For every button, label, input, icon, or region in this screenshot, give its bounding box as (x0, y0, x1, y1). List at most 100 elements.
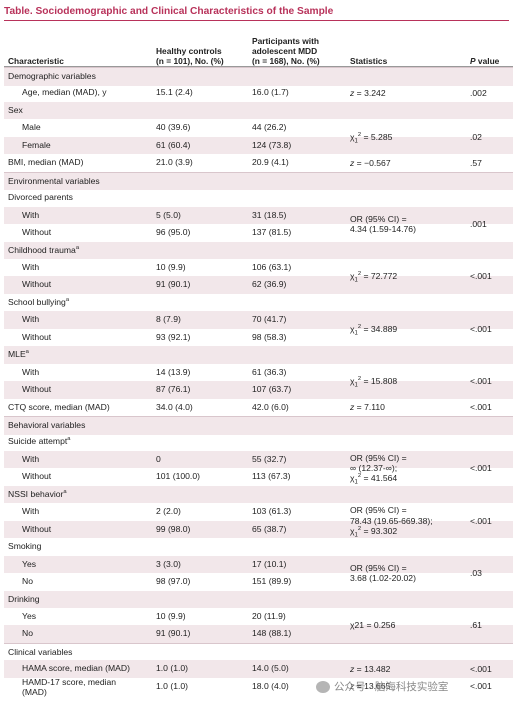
row-label: HAMA score, median (MAD) (22, 663, 130, 674)
table-row: Without 96 (95.0) 137 (81.5) (4, 224, 513, 242)
header-mdd-line2: adolescent MDD (252, 46, 318, 56)
table-row: Suicide attempta (4, 433, 513, 451)
watermark: 公众号 · 脑海科技实验室 (316, 679, 448, 694)
statistic-value: OR (95% CI) = 78.43 (19.65-669.38); χ12 = … (350, 505, 433, 539)
table-row: Divorced parents (4, 189, 513, 207)
row-label: MLEa (8, 349, 29, 360)
healthy-controls-value: 5 (5.0) (156, 209, 181, 220)
table-row: BMI, median (MAD) 21.0 (3.9) 20.9 (4.1) (4, 154, 513, 172)
table-row: HAMA score, median (MAD) 1.0 (1.0) 14.0 (5… (4, 660, 513, 678)
row-label: Without (22, 227, 52, 238)
row-label: Female (22, 139, 51, 150)
table-row: School bullyinga (4, 294, 513, 312)
statistic-value: z = 7.110 (350, 402, 385, 413)
row-label: With (22, 314, 40, 325)
table-row: Drinking (4, 590, 513, 609)
row-label: Male (22, 122, 41, 133)
row-label: Without (22, 331, 52, 342)
mdd-value: 124 (73.8) (252, 139, 292, 150)
section-row: Demographic variables (4, 67, 513, 86)
header-characteristic: Characteristic (8, 56, 64, 66)
statistic-value: χ21 = 0.256 (350, 620, 396, 631)
p-value: <.001 (470, 271, 492, 282)
statistic-value: z = 13.665 (350, 681, 391, 692)
statistic-value: OR (95% CI) = 4.34 (1.59-14.76) (350, 213, 416, 235)
row-label: Environmental variables (8, 175, 100, 186)
table-row: Without 91 (90.1) 62 (36.9) (4, 276, 513, 294)
table-row: Without 101 (100.0) 113 (67.3) (4, 468, 513, 486)
p-value: <.001 (470, 323, 492, 334)
table-row: With 2 (2.0) 103 (61.3) (4, 503, 513, 521)
table-row: Yes 3 (3.0) 17 (10.1) (4, 555, 513, 574)
p-value: <.001 (470, 515, 492, 526)
row-label: Without (22, 523, 52, 534)
row-label: Yes (22, 558, 37, 569)
mdd-value: 106 (63.1) (252, 261, 292, 272)
row-label: Divorced parents (8, 192, 73, 203)
healthy-controls-value: 87 (76.1) (156, 384, 191, 395)
table-row: Without 93 (92.1) 98 (58.3) (4, 329, 513, 347)
header-mdd-line3: (n = 168), No. (%) (252, 56, 320, 66)
mdd-value: 61 (36.3) (252, 366, 287, 377)
row-label: Without (22, 279, 52, 290)
p-value: .002 (470, 88, 487, 99)
healthy-controls-value: 61 (60.4) (156, 139, 191, 150)
p-value: <.001 (470, 376, 492, 387)
mdd-value: 16.0 (1.7) (252, 87, 289, 98)
p-value: <.001 (470, 402, 492, 413)
mdd-value: 107 (63.7) (252, 384, 292, 395)
mdd-value: 98 (58.3) (252, 331, 287, 342)
healthy-controls-value: 1.0 (1.0) (156, 663, 189, 674)
mdd-value: 62 (36.9) (252, 279, 287, 290)
table-row: Without 87 (76.1) 107 (63.7) (4, 381, 513, 399)
table-row: Without 99 (98.0) 65 (38.7) (4, 520, 513, 539)
mdd-value: 17 (10.1) (252, 558, 287, 569)
mdd-value: 18.0 (4.0) (252, 680, 289, 691)
healthy-controls-value: 96 (95.0) (156, 227, 191, 238)
table-row: Childhood traumaa (4, 241, 513, 260)
p-value: <.001 (470, 463, 492, 474)
row-label: Age, median (MAD), y (22, 87, 107, 98)
table-row: Age, median (MAD), y 15.1 (2.4) 16.0 (1.7) (4, 84, 513, 102)
wechat-icon (316, 680, 330, 693)
statistic-value: OR (95% CI) = ∞ (12.37-∞); χ12 = 41.564 (350, 453, 407, 487)
mdd-value: 20 (11.9) (252, 610, 286, 621)
table-row: NSSI behaviora (4, 485, 513, 504)
row-label: Clinical variables (8, 646, 73, 657)
table-row: No 91 (90.1) 148 (88.1) (4, 625, 513, 643)
row-label: Smoking (8, 541, 42, 552)
table-header: Characteristic Healthy controls (n = 101… (4, 28, 513, 67)
mdd-value: 44 (26.2) (252, 122, 287, 133)
row-label: NSSI behaviora (8, 488, 67, 499)
table-row: Smoking (4, 538, 513, 556)
healthy-controls-value: 93 (92.1) (156, 331, 191, 342)
p-value: .001 (470, 219, 487, 230)
statistic-value: χ12 = 72.772 (350, 271, 398, 285)
table-title: Table. Sociodemographic and Clinical Cha… (4, 6, 509, 21)
healthy-controls-value: 0 (156, 453, 161, 464)
p-value: .03 (470, 568, 482, 579)
table-row: HAMD-17 score, median (MAD) 1.0 (1.0) 18.0 … (4, 677, 513, 697)
row-label: Without (22, 384, 52, 395)
statistic-value: χ12 = 34.889 (350, 323, 398, 337)
healthy-controls-value: 8 (7.9) (156, 314, 181, 325)
table-row: CTQ score, median (MAD) 34.0 (4.0) 42.0 (6… (4, 399, 513, 417)
table-row: Yes 10 (9.9) 20 (11.9) (4, 608, 513, 626)
row-label: School bullyinga (8, 296, 70, 307)
watermark-text: 公众号 · 脑海科技实验室 (334, 681, 449, 693)
header-mdd-line1: Participants with (252, 36, 320, 46)
p-value: .02 (470, 131, 482, 142)
table-row: MLEa (4, 346, 513, 364)
section-row: Clinical variables (4, 642, 513, 662)
mdd-value: 103 (61.3) (252, 506, 292, 517)
row-label: BMI, median (MAD) (8, 157, 84, 168)
header-p-value: P value (470, 56, 500, 66)
statistic-value: z = 3.242 (350, 88, 386, 99)
row-label: Yes (22, 610, 37, 621)
healthy-controls-value: 101 (100.0) (156, 471, 200, 482)
row-label: CTQ score, median (MAD) (8, 401, 110, 412)
p-value: <.001 (470, 681, 492, 692)
mdd-value: 151 (89.9) (252, 576, 292, 587)
table-row: With 8 (7.9) 70 (41.7) (4, 311, 513, 329)
mdd-value: 20.9 (4.1) (252, 157, 289, 168)
